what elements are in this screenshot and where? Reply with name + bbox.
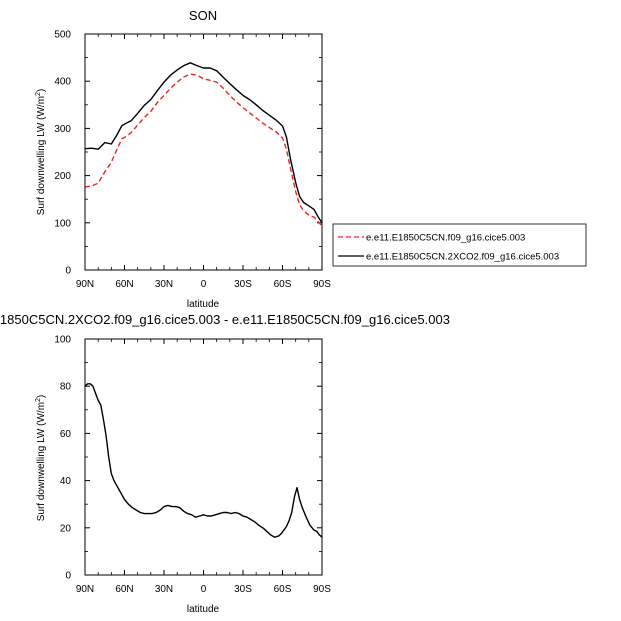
bottom-x-tick-label: 30N xyxy=(155,584,173,595)
top-chart-title: SON xyxy=(189,8,217,23)
top-y-tick-label: 400 xyxy=(54,77,71,88)
top-y-tick-label: 300 xyxy=(54,124,71,135)
bottom-y-tick-label: 60 xyxy=(60,429,72,440)
bottom-chart: e.e11.E1850C5CN.2XCO2.f09_g16.cice5.003 … xyxy=(0,312,450,615)
top-x-tick-label: 90N xyxy=(76,279,94,290)
legend: e.e11.E1850C5CN.f09_g16.cice5.003 e.e11.… xyxy=(332,223,587,267)
top-y-tick-label: 200 xyxy=(54,171,71,182)
bottom-series-line-0 xyxy=(84,383,323,538)
bottom-x-tick-label: 30S xyxy=(234,584,252,595)
top-x-tick-label: 0 xyxy=(201,279,207,290)
bottom-y-tick-label: 0 xyxy=(65,571,71,582)
bottom-y-tick-label: 40 xyxy=(60,476,72,487)
top-x-tick-label: 30N xyxy=(155,279,173,290)
bottom-y-tick-label: 100 xyxy=(54,335,71,346)
top-x-axis-label: latitude xyxy=(187,299,220,310)
top-x-tick-label: 90S xyxy=(313,279,331,290)
legend-label-2xco2: e.e11.E1850C5CN.2XCO2.f09_g16.cice5.003 xyxy=(366,252,559,263)
bottom-x-tick-label: 0 xyxy=(201,584,207,595)
bottom-chart-ticks: 90N 60N 30N 0 30S 60S 90S 0 20 40 60 80 100 xyxy=(54,335,331,596)
top-series-line-1 xyxy=(84,62,323,224)
top-y-tick-label: 100 xyxy=(54,218,71,229)
legend-label-control: e.e11.E1850C5CN.f09_g16.cice5.003 xyxy=(366,233,525,244)
bottom-y-axis-label: Surf downwelling LW (W/m2) xyxy=(35,395,47,522)
top-chart-ticks: 90N 60N 30N 0 30S 60S 90S 0 100 200 300 400 500 xyxy=(54,30,331,291)
top-chart-series xyxy=(84,62,323,227)
top-y-tick-label: 0 xyxy=(65,266,71,277)
bottom-x-tick-label: 60S xyxy=(274,584,292,595)
top-plot-frame xyxy=(84,33,323,271)
top-x-tick-label: 60N xyxy=(115,279,133,290)
top-x-tick-label: 30S xyxy=(234,279,252,290)
bottom-x-tick-label: 60N xyxy=(115,584,133,595)
top-x-tick-label: 60S xyxy=(274,279,292,290)
top-chart: SON 90N 60N 30N 0 30S 60S 90S0100200300400500 … xyxy=(35,8,331,310)
bottom-y-tick-label: 80 xyxy=(60,382,72,393)
legend-box xyxy=(332,223,587,267)
bottom-x-tick-label: 90N xyxy=(76,584,94,595)
bottom-chart-title: e.e11.E1850C5CN.2XCO2.f09_g16.cice5.003 … xyxy=(0,312,450,327)
bottom-y-tick-label: 20 xyxy=(60,523,72,534)
bottom-x-axis-label: latitude xyxy=(187,604,220,615)
top-series-line-0 xyxy=(84,73,323,227)
top-y-tick-label: 500 xyxy=(54,30,71,41)
top-y-axis-label: Surf downwelling LW (W/m2) xyxy=(35,89,47,216)
bottom-chart-series xyxy=(84,383,323,538)
bottom-x-tick-label: 90S xyxy=(313,584,331,595)
bottom-plot-frame xyxy=(84,338,323,576)
